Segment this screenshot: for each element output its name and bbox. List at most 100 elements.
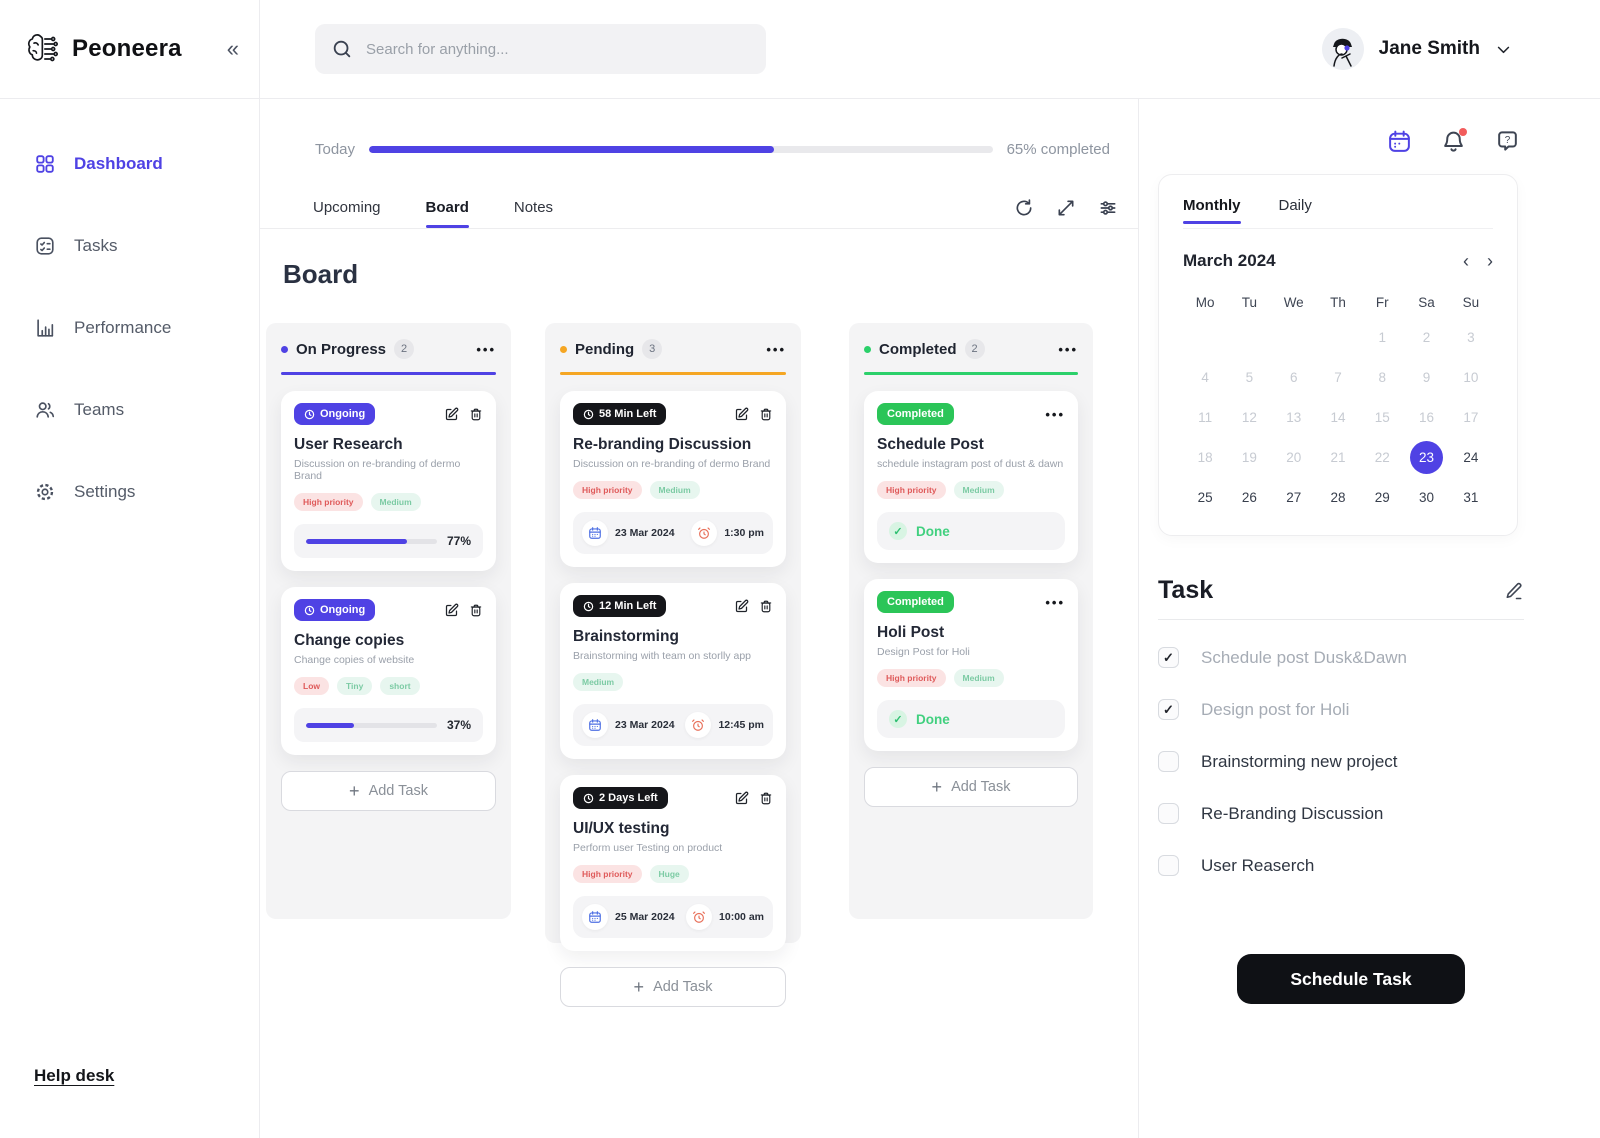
calendar-day-21[interactable]: 21 — [1330, 450, 1346, 465]
time-left-badge: 2 Days Left — [573, 787, 668, 809]
pencil-icon[interactable] — [1504, 581, 1524, 601]
refresh-icon[interactable] — [1014, 198, 1034, 218]
edit-icon[interactable] — [444, 603, 459, 618]
clock-icon — [583, 601, 594, 611]
calendar-day-9[interactable]: 9 — [1422, 370, 1431, 385]
column-accent-line — [281, 372, 496, 375]
calendar-day-10[interactable]: 10 — [1463, 370, 1479, 385]
user-menu[interactable]: Jane Smith — [1321, 0, 1600, 98]
calendar-day-15[interactable]: 15 — [1374, 410, 1390, 425]
task-card[interactable]: 2 Days Left UI/UX testing Perform user T… — [560, 775, 786, 951]
prev-month-icon[interactable]: ‹ — [1463, 251, 1469, 271]
search-icon — [331, 38, 353, 60]
calendar-day-2[interactable]: 2 — [1422, 330, 1431, 345]
delete-icon[interactable] — [469, 407, 483, 422]
more-icon[interactable]: ••• — [1045, 406, 1065, 422]
checkbox[interactable] — [1158, 803, 1179, 824]
edit-icon[interactable] — [734, 791, 749, 806]
calendar-icon[interactable] — [1387, 129, 1412, 154]
add-task-button[interactable]: + Add Task — [864, 767, 1078, 807]
column-accent-line — [864, 372, 1078, 375]
tab-monthly[interactable]: Monthly — [1183, 197, 1241, 224]
calendar-day-7[interactable]: 7 — [1334, 370, 1342, 385]
chevron-down-icon[interactable] — [1495, 41, 1512, 58]
filter-sliders-icon[interactable] — [1098, 198, 1118, 218]
search-bar[interactable] — [315, 24, 766, 74]
checkbox[interactable] — [1158, 855, 1179, 876]
calendar-empty-cell — [1316, 318, 1360, 357]
task-card[interactable]: 58 Min Left Re-branding Discussion Discu… — [560, 391, 786, 567]
card-title: Schedule Post — [877, 436, 984, 453]
search-input[interactable] — [366, 40, 750, 58]
calendar-day-18[interactable]: 18 — [1197, 450, 1213, 465]
calendar-day-4[interactable]: 4 — [1201, 370, 1209, 385]
add-task-button[interactable]: + Add Task — [281, 771, 496, 811]
calendar-day-14[interactable]: 14 — [1330, 410, 1346, 425]
sidebar-item-dashboard[interactable]: Dashboard — [34, 147, 259, 181]
task-card[interactable]: 12 Min Left Brainstorming Brainstorming … — [560, 583, 786, 759]
more-icon[interactable]: ••• — [1045, 594, 1065, 610]
more-icon[interactable]: ••• — [476, 341, 496, 357]
checklist-item[interactable]: ✓ Design post for Holi — [1158, 699, 1524, 720]
delete-icon[interactable] — [759, 407, 773, 422]
checkbox[interactable] — [1158, 751, 1179, 772]
calendar-day-19[interactable]: 19 — [1241, 450, 1257, 465]
task-card[interactable]: Completed ••• Holi Post Design Post for … — [864, 579, 1078, 751]
sidebar-item-settings[interactable]: Settings — [34, 475, 259, 509]
calendar-day-22[interactable]: 22 — [1374, 450, 1390, 465]
calendar-day-1[interactable]: 1 — [1378, 330, 1387, 345]
calendar-day-26[interactable]: 26 — [1241, 490, 1257, 505]
calendar-day-28[interactable]: 28 — [1330, 490, 1346, 505]
calendar-day-5[interactable]: 5 — [1245, 370, 1254, 385]
sidebar-collapse-icon[interactable]: « — [226, 36, 239, 61]
calendar-day-17[interactable]: 17 — [1463, 410, 1479, 425]
task-card[interactable]: Ongoing User Research Discussion on re-b… — [281, 391, 496, 571]
task-card[interactable]: Completed ••• Schedule Post schedule ins… — [864, 391, 1078, 563]
calendar-day-8[interactable]: 8 — [1378, 370, 1387, 385]
delete-icon[interactable] — [759, 599, 773, 614]
sidebar-item-tasks[interactable]: Tasks — [34, 229, 259, 263]
help-desk-link[interactable]: Help desk — [34, 1066, 115, 1085]
expand-icon[interactable] — [1056, 198, 1076, 218]
tab-board[interactable]: Board — [425, 199, 470, 228]
checkbox[interactable]: ✓ — [1158, 647, 1179, 668]
calendar-day-25[interactable]: 25 — [1197, 490, 1213, 505]
checklist-item[interactable]: ✓ Schedule post Dusk&Dawn — [1158, 647, 1524, 668]
tab-daily[interactable]: Daily — [1278, 197, 1312, 214]
calendar-day-6[interactable]: 6 — [1289, 370, 1298, 385]
tab-notes[interactable]: Notes — [513, 199, 554, 216]
delete-icon[interactable] — [469, 603, 483, 618]
calendar-day-24[interactable]: 24 — [1463, 450, 1479, 465]
calendar-day-11[interactable]: 11 — [1198, 410, 1213, 425]
checklist-item[interactable]: Brainstorming new project — [1158, 751, 1524, 772]
tab-upcoming[interactable]: Upcoming — [313, 199, 381, 216]
more-icon[interactable]: ••• — [1058, 341, 1078, 357]
sidebar-item-performance[interactable]: Performance — [34, 311, 259, 345]
bell-icon[interactable] — [1441, 128, 1467, 154]
checklist-item[interactable]: Re-Branding Discussion — [1158, 803, 1524, 824]
schedule-task-button[interactable]: Schedule Task — [1237, 954, 1465, 1004]
calendar-day-16[interactable]: 16 — [1419, 410, 1435, 425]
calendar-day-3[interactable]: 3 — [1467, 330, 1475, 345]
calendar-day-31[interactable]: 31 — [1463, 490, 1479, 505]
next-month-icon[interactable]: › — [1487, 251, 1493, 271]
help-icon[interactable]: ? — [1495, 129, 1520, 154]
edit-icon[interactable] — [734, 599, 749, 614]
more-icon[interactable]: ••• — [766, 341, 786, 357]
delete-icon[interactable] — [759, 791, 773, 806]
sidebar-item-teams[interactable]: Teams — [34, 393, 259, 427]
calendar-day-30[interactable]: 30 — [1419, 490, 1435, 505]
add-task-button[interactable]: + Add Task — [560, 967, 786, 1007]
calendar-day-29[interactable]: 29 — [1374, 490, 1390, 505]
edit-icon[interactable] — [444, 407, 459, 422]
calendar-day-13[interactable]: 13 — [1286, 410, 1302, 425]
calendar-day-27[interactable]: 27 — [1286, 490, 1302, 505]
task-card[interactable]: Ongoing Change copies Change copies of w… — [281, 587, 496, 755]
calendar-day-12[interactable]: 12 — [1241, 410, 1257, 425]
calendar-day-20[interactable]: 20 — [1286, 450, 1302, 465]
edit-icon[interactable] — [734, 407, 749, 422]
checklist-item[interactable]: User Reaserch — [1158, 855, 1524, 876]
checkbox[interactable]: ✓ — [1158, 699, 1179, 720]
calendar-day-23[interactable]: 23 — [1404, 438, 1448, 477]
size-tag: Tiny — [337, 677, 373, 695]
